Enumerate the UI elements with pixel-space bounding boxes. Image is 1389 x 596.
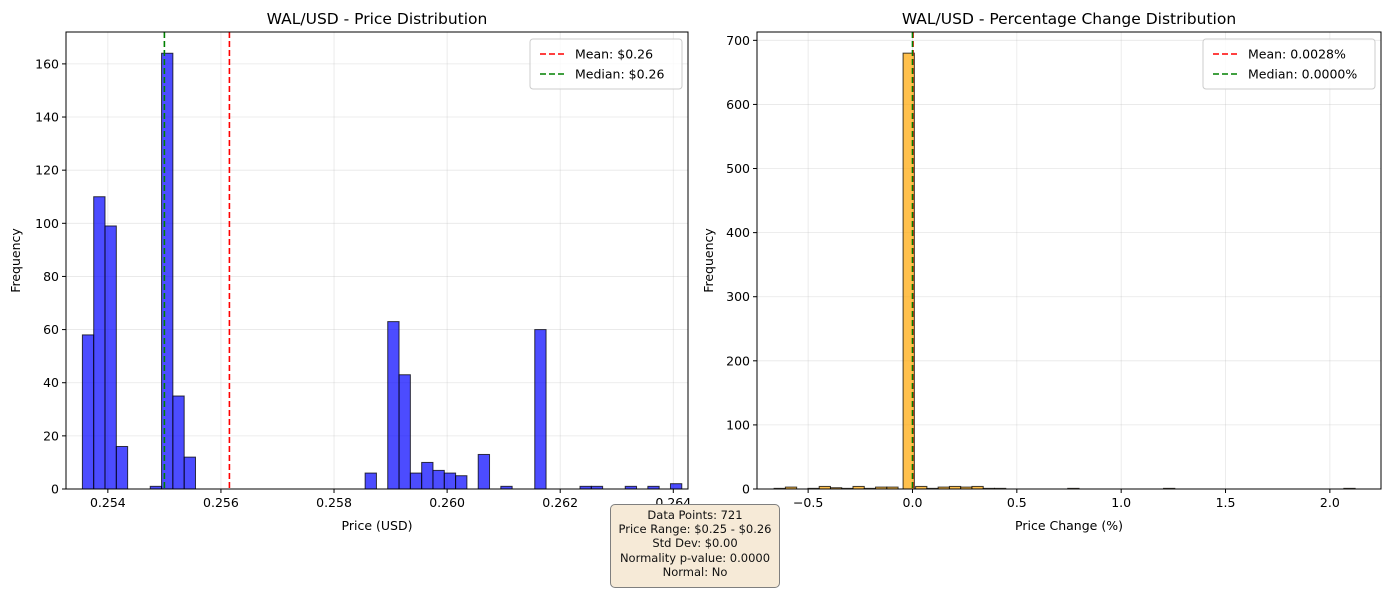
axes-frame <box>65 31 689 490</box>
legend: Mean: 0.0028% Median: 0.0000% <box>1202 38 1376 90</box>
y-tick-label: 100 <box>35 216 59 231</box>
x-tick-label: 0.5 <box>1007 495 1027 510</box>
percentage-change-distribution-panel: −0.5 0.0 0.5 1.0 1.5 2.0 0 100 200 300 400 500 600 70… <box>701 10 1382 533</box>
x-tick-label: 0.258 <box>316 495 352 510</box>
histogram-bar <box>669 483 683 490</box>
chart-title: WAL/USD - Percentage Change Distribution <box>902 10 1236 28</box>
x-tick-label: 0.254 <box>90 495 126 510</box>
histogram-bar <box>421 461 434 490</box>
y-axis-label: Frequency <box>8 228 23 293</box>
histogram-bar <box>409 472 423 490</box>
statistics-summary-box: Data Points: 721 Price Range: $0.25 - $0… <box>610 504 780 588</box>
y-tick-label: 0 <box>742 482 750 497</box>
y-tick-label: 120 <box>35 163 59 178</box>
chart-title: WAL/USD - Price Distribution <box>267 10 488 28</box>
y-tick-label: 700 <box>726 33 750 48</box>
histogram-bar <box>443 472 457 490</box>
legend-median-label: Median: 0.0000% <box>1248 67 1357 82</box>
y-tick-label: 400 <box>726 225 750 240</box>
histogram-bar <box>455 475 468 490</box>
histogram-bar <box>477 453 491 490</box>
histogram-bar <box>93 196 106 490</box>
x-axis-label: Price Change (%) <box>1015 518 1123 533</box>
histogram-bar <box>398 374 411 490</box>
axes-frame <box>756 31 1382 490</box>
histogram-bar <box>364 472 377 490</box>
x-tick-label: 0.260 <box>429 495 465 510</box>
x-axis-label: Price (USD) <box>342 518 413 533</box>
histogram-bar <box>172 395 185 490</box>
histogram-bar <box>432 469 445 490</box>
stats-normal: Normal: No <box>662 564 728 579</box>
stats-normality-p-value: Normality p-value: 0.0000 <box>619 550 771 565</box>
x-tick-label: −0.5 <box>793 495 823 510</box>
x-tick-label: 1.0 <box>1111 495 1131 510</box>
x-tick-label: 1.5 <box>1216 495 1236 510</box>
price-distribution-panel: 0.254 0.256 0.258 0.260 0.262 0.2640204060801… <box>8 10 691 533</box>
legend-box <box>1202 38 1376 90</box>
stats-data-points: Data Points: 721 <box>647 508 743 522</box>
x-tick-label: 0.0 <box>903 495 923 510</box>
legend: Mean: $0.26 Median: $0.26 <box>529 38 683 90</box>
y-tick-label: 80 <box>43 269 59 284</box>
y-tick-label: 0 <box>51 482 59 497</box>
histogram-bar <box>115 445 129 490</box>
histogram-bar <box>387 321 400 490</box>
histogram-bar <box>534 329 547 490</box>
x-tick-label: 0.256 <box>203 495 239 510</box>
histogram-bar <box>104 225 117 490</box>
y-tick-label: 20 <box>43 428 59 443</box>
stats-price-range: Price Range: $0.25 - $0.26 <box>618 522 772 537</box>
stats-std-dev: Std Dev: $0.00 <box>652 536 738 551</box>
y-tick-label: 300 <box>726 289 750 304</box>
y-tick-label: 500 <box>726 161 750 176</box>
histogram-bar <box>81 334 95 490</box>
histogram-bar <box>161 52 174 490</box>
legend-mean-label: Mean: $0.26 <box>575 47 653 62</box>
y-tick-label: 40 <box>43 375 59 390</box>
x-tick-label: 2.0 <box>1320 495 1340 510</box>
y-tick-label: 160 <box>35 56 59 71</box>
y-tick-label: 140 <box>35 110 59 125</box>
x-tick-label: 0.262 <box>542 495 578 510</box>
y-tick-label: 200 <box>726 353 750 368</box>
legend-box <box>529 38 683 90</box>
y-axis-label: Frequency <box>701 228 716 293</box>
legend-mean-label: Mean: 0.0028% <box>1248 47 1346 62</box>
histogram-bar <box>183 456 196 490</box>
y-tick-label: 60 <box>43 322 59 337</box>
y-tick-label: 600 <box>726 97 750 112</box>
y-tick-label: 100 <box>726 417 750 432</box>
legend-median-label: Median: $0.26 <box>575 67 664 82</box>
